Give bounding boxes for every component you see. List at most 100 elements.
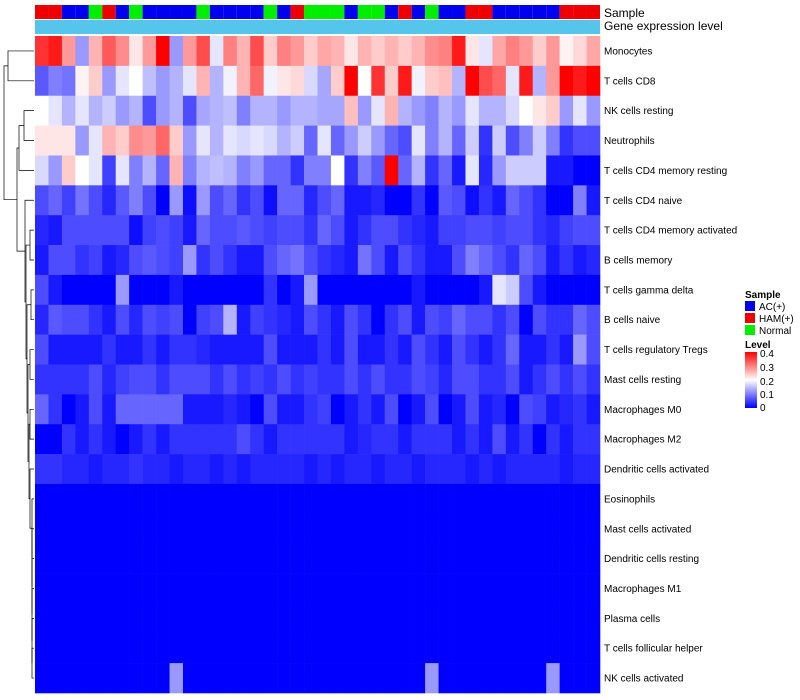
- heatmap-cell: [398, 125, 412, 156]
- heatmap-cell: [532, 304, 547, 335]
- heatmap-cell: [48, 185, 63, 216]
- heatmap-cell: [209, 125, 224, 156]
- sample-annotation-cell: [102, 5, 116, 19]
- heatmap-cell: [277, 304, 291, 335]
- heatmap-cell: [115, 125, 130, 156]
- heatmap-cell: [452, 155, 466, 186]
- heatmap-cell: [35, 603, 49, 634]
- heatmap-cell: [48, 334, 63, 365]
- heatmap-cell: [546, 483, 560, 515]
- heatmap-cell: [559, 155, 574, 186]
- heatmap-cell: [546, 573, 560, 604]
- heatmap-cell: [452, 36, 466, 67]
- heatmap-cell: [505, 334, 520, 365]
- heatmap-cell: [250, 125, 264, 156]
- heatmap-cell: [88, 454, 103, 485]
- heatmap-cell: [277, 603, 291, 634]
- heatmap-cell: [330, 573, 345, 604]
- heatmap-cell: [277, 36, 291, 67]
- heatmap-cell: [223, 424, 238, 455]
- heatmap-cell: [559, 334, 574, 365]
- heatmap-cell: [586, 36, 601, 67]
- heatmap-cell: [586, 334, 601, 365]
- heatmap-cell: [75, 424, 90, 455]
- sample-annotation-cell: [398, 5, 412, 19]
- heatmap-cell: [532, 663, 547, 694]
- heatmap-cell: [317, 155, 332, 186]
- heatmap-cell: [586, 155, 601, 186]
- heatmap-cell: [573, 573, 587, 604]
- heatmap-cell: [519, 274, 534, 306]
- heatmap-cell: [371, 573, 386, 604]
- heatmap-cell: [398, 543, 412, 574]
- heatmap-cell: [438, 513, 453, 544]
- heatmap-cell: [169, 65, 184, 97]
- heatmap-cell: [586, 603, 601, 634]
- heatmap-cell: [330, 304, 345, 335]
- heatmap-cell: [142, 65, 157, 97]
- sample-annotation-cell: [182, 5, 197, 19]
- heatmap-cell: [304, 454, 318, 485]
- heatmap-cell: [371, 215, 386, 246]
- heatmap-cell: [61, 424, 76, 455]
- heatmap-cell: [546, 513, 560, 544]
- heatmap-cell: [88, 663, 103, 694]
- heatmap-cell: [88, 483, 103, 515]
- heatmap-cell: [250, 633, 264, 664]
- sample-annotation-cell: [330, 5, 345, 19]
- heatmap-cell: [263, 394, 278, 425]
- heatmap-cell: [35, 424, 49, 455]
- heatmap-cell: [546, 633, 560, 664]
- heatmap-cell: [277, 334, 291, 365]
- heatmap-cell: [250, 185, 264, 216]
- heatmap-cell: [290, 603, 305, 634]
- heatmap-cell: [156, 424, 170, 455]
- heatmap-cell: [196, 274, 211, 306]
- sample-annotation-cell: [115, 5, 130, 19]
- heatmap-cell: [182, 215, 197, 246]
- heatmap-cell: [35, 274, 49, 306]
- row-label: Neutrophils: [604, 136, 655, 147]
- heatmap-cell: [573, 633, 587, 664]
- heatmap-cell: [411, 185, 426, 216]
- heatmap-cell: [75, 483, 90, 515]
- heatmap-cell: [250, 454, 264, 485]
- row-label: T cells regulatory Tregs: [604, 345, 708, 356]
- dendrogram-branch: [25, 244, 30, 360]
- heatmap-cell: [425, 274, 439, 306]
- heatmap-cell: [277, 573, 291, 604]
- heatmap-cell: [142, 573, 157, 604]
- heatmap-cell: [492, 603, 507, 634]
- heatmap-cell: [344, 155, 359, 186]
- heatmap-cell: [35, 394, 49, 425]
- heatmap-cell: [182, 155, 197, 186]
- heatmap-cell: [61, 394, 76, 425]
- heatmap-cell: [465, 424, 480, 455]
- heatmap-cell: [425, 364, 439, 395]
- heatmap-cell: [304, 424, 318, 455]
- heatmap-cell: [102, 155, 117, 186]
- heatmap-cell: [519, 483, 534, 515]
- heatmap-cell: [478, 633, 493, 664]
- sample-annotation-cell: [156, 5, 170, 19]
- heatmap-cell: [371, 65, 386, 97]
- heatmap-cell: [196, 424, 211, 455]
- heatmap-cell: [371, 663, 386, 694]
- heatmap-cell: [129, 155, 143, 186]
- heatmap-cell: [438, 424, 453, 455]
- heatmap-cell: [277, 633, 291, 664]
- heatmap-cell: [142, 513, 157, 544]
- heatmap-cell: [115, 513, 130, 544]
- heatmap-cell: [182, 573, 197, 604]
- heatmap-cell: [236, 245, 251, 276]
- heatmap-cell: [519, 36, 534, 67]
- heatmap-cell: [519, 334, 534, 365]
- heatmap-cell: [452, 394, 466, 425]
- heatmap-cell: [61, 65, 76, 97]
- heatmap-cell: [129, 513, 143, 544]
- heatmap-cell: [586, 573, 601, 604]
- heatmap-cell: [196, 155, 211, 186]
- sample-annotation-cell: [290, 5, 305, 19]
- heatmap-cell: [317, 543, 332, 574]
- heatmap-cell: [156, 95, 170, 126]
